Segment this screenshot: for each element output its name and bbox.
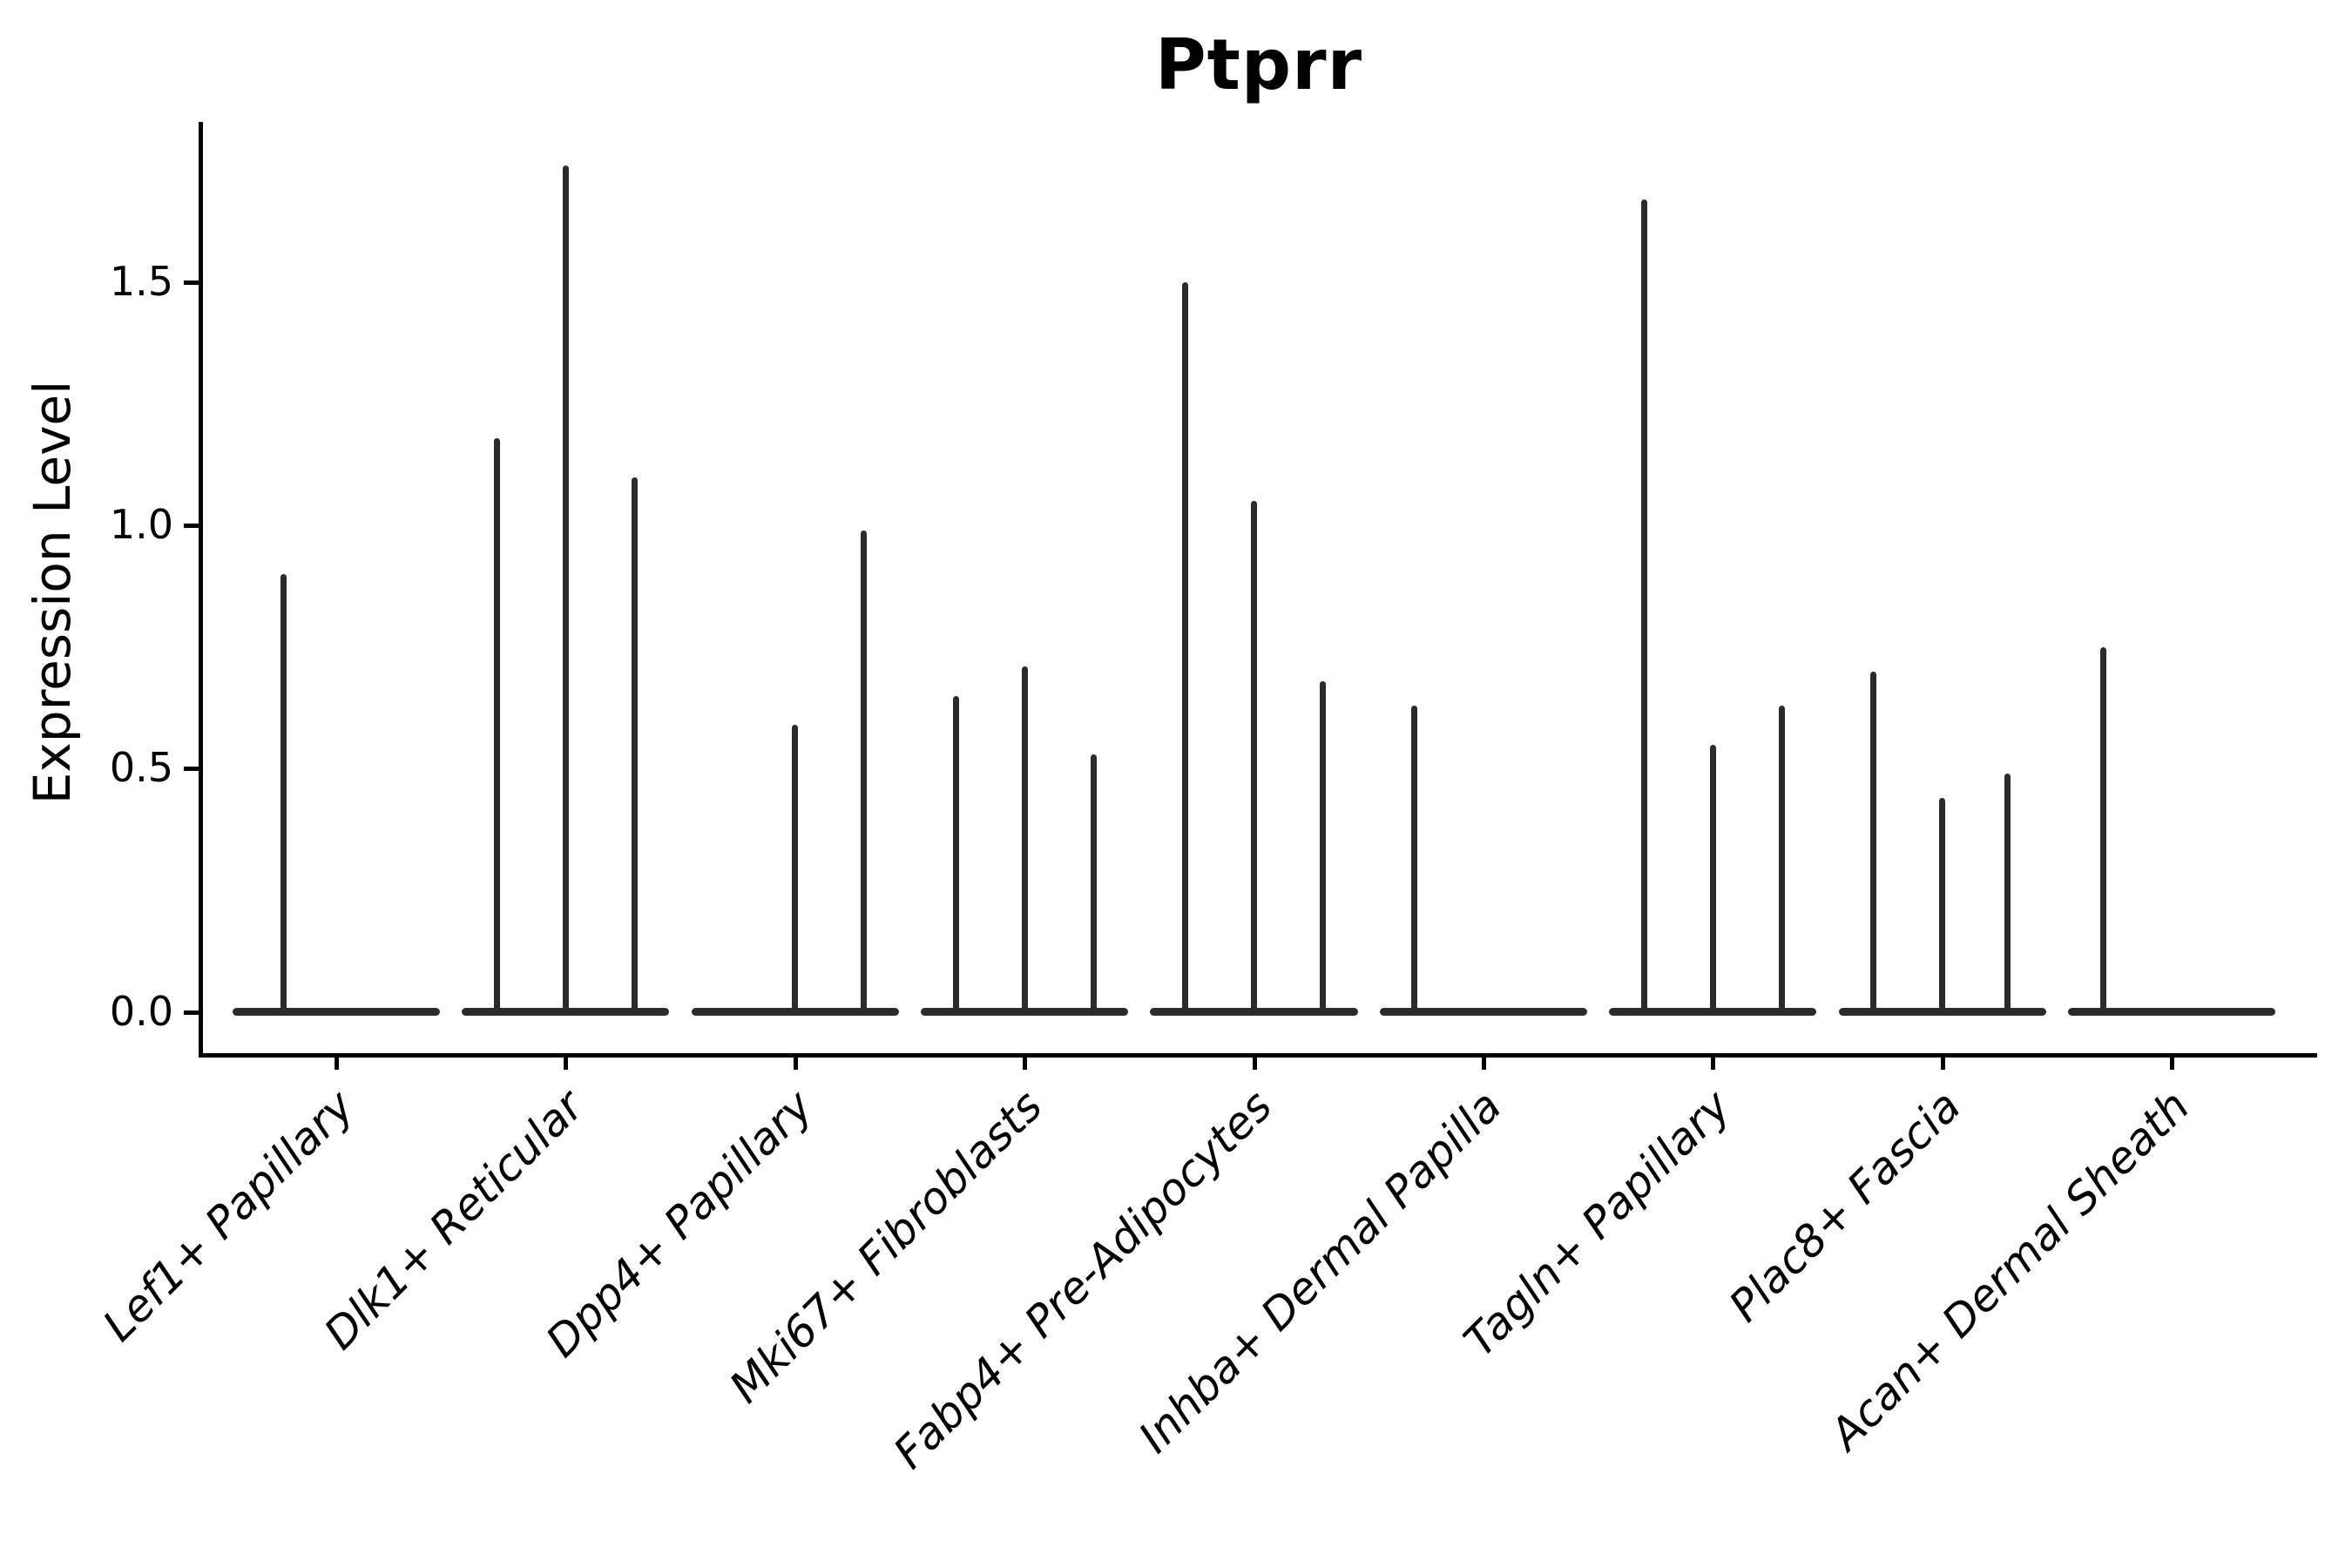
- violin-spike: [1640, 199, 1647, 1012]
- violin-baseline: [1150, 1008, 1358, 1017]
- violin-spike: [861, 530, 868, 1012]
- violin-spike: [1778, 705, 1785, 1012]
- violin-baseline: [1838, 1008, 2046, 1017]
- violin-baseline: [1609, 1008, 1817, 1017]
- violin-spike: [493, 437, 500, 1012]
- violin-spike: [631, 476, 638, 1012]
- violin-spike: [952, 695, 959, 1012]
- violin-baseline: [462, 1008, 670, 1017]
- x-tick-label: Fabp4+ Pre-Adipocytes: [883, 1080, 1282, 1479]
- x-tick-mark: [1711, 1053, 1716, 1070]
- violin-spike: [2004, 774, 2011, 1012]
- violin-spike: [1251, 501, 1257, 1012]
- x-tick-mark: [1252, 1053, 1257, 1070]
- violin-spike: [1939, 797, 1946, 1012]
- y-tick-label: 1.0: [109, 501, 173, 549]
- x-tick-mark: [1481, 1053, 1486, 1070]
- chart-title: Ptprr: [1154, 24, 1363, 105]
- violin-spike: [1320, 680, 1327, 1012]
- violin-spike: [1870, 671, 1877, 1012]
- violin-baseline: [232, 1008, 440, 1017]
- x-tick-mark: [1023, 1053, 1028, 1070]
- violin-baseline: [920, 1008, 1129, 1017]
- y-tick-label: 1.5: [109, 258, 173, 306]
- x-tick-label: Lef1+ Papillary: [93, 1080, 364, 1351]
- violin-spike: [1021, 666, 1028, 1012]
- violin-spike: [562, 166, 569, 1012]
- y-tick-mark: [184, 280, 200, 286]
- x-tick-mark: [793, 1053, 798, 1070]
- violin-baseline: [691, 1008, 899, 1017]
- violin-spike: [792, 725, 799, 1012]
- violin-spike: [2099, 646, 2106, 1012]
- y-tick-label: 0.0: [109, 987, 173, 1035]
- violin-spike: [1090, 754, 1097, 1012]
- y-tick-mark: [184, 524, 200, 529]
- x-tick-label: Plac8+ Fascia: [1719, 1080, 1970, 1332]
- y-tick-mark: [184, 1010, 200, 1015]
- y-tick-mark: [184, 767, 200, 772]
- y-tick-label: 0.5: [109, 744, 173, 792]
- x-tick-mark: [2170, 1053, 2175, 1070]
- x-tick-mark: [564, 1053, 569, 1070]
- violin-spike: [280, 574, 287, 1012]
- violin-spike: [1709, 744, 1716, 1012]
- violin-baseline: [1379, 1008, 1587, 1017]
- violin-baseline: [2068, 1008, 2276, 1017]
- x-axis-spine: [199, 1053, 2317, 1058]
- x-tick-mark: [334, 1053, 339, 1070]
- violin-spike: [1181, 282, 1188, 1012]
- violin-spike: [1411, 705, 1418, 1012]
- x-tick-mark: [1940, 1053, 1945, 1070]
- y-axis-spine: [199, 122, 203, 1058]
